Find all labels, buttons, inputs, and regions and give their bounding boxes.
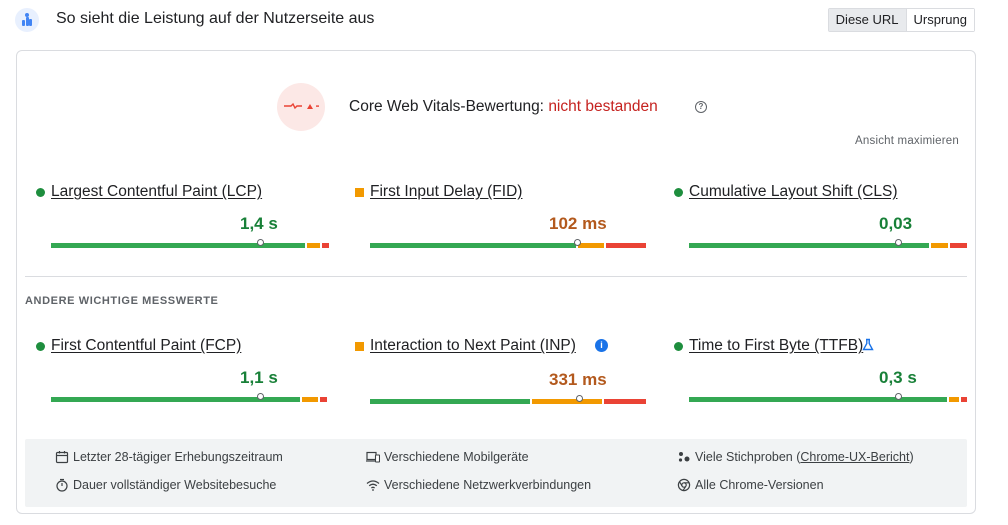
good-indicator-icon [674, 188, 683, 197]
metric-name[interactable]: First Contentful Paint (FCP) [51, 337, 242, 354]
percentile-marker [895, 239, 902, 246]
metric-value: 331 ms [549, 370, 607, 389]
wifi-icon [366, 480, 380, 491]
good-indicator-icon [36, 342, 45, 351]
metric-fid: First Input Delay (FID) 102 ms [352, 183, 646, 263]
percentile-marker [574, 239, 581, 246]
distribution-bar [51, 397, 329, 402]
distribution-bar [689, 397, 967, 402]
metric-name[interactable]: Time to First Byte (TTFB) [689, 337, 864, 354]
url-origin-toggle: Diese URL Ursprung [827, 8, 975, 32]
needs-improvement-indicator-icon [355, 342, 364, 351]
distribution-bar [689, 243, 967, 248]
percentile-marker [895, 393, 902, 400]
section-divider [25, 276, 967, 277]
assessment-label: Core Web Vitals-Bewertung: [349, 98, 544, 115]
metric-name[interactable]: Cumulative Layout Shift (CLS) [689, 183, 898, 200]
expand-view-link[interactable]: Ansicht maximieren [855, 135, 959, 147]
this-url-tab[interactable]: Diese URL [828, 9, 907, 31]
needs-improvement-indicator-icon [355, 188, 364, 197]
metric-name[interactable]: First Input Delay (FID) [370, 183, 523, 200]
metric-fcp: First Contentful Paint (FCP) 1,1 s [33, 337, 327, 417]
percentile-marker [576, 395, 583, 402]
calendar-icon [55, 451, 69, 464]
distribution-bar [51, 243, 329, 248]
metric-cls: Cumulative Layout Shift (CLS) 0,03 [671, 183, 967, 263]
metric-name[interactable]: Largest Contentful Paint (LCP) [51, 183, 263, 200]
data-info-panel: Letzter 28-tägiger Erhebungszeitraum Dau… [25, 439, 967, 507]
report-header: So sieht die Leistung auf der Nutzerseit… [0, 0, 1008, 40]
metric-name[interactable]: Interaction to Next Paint (INP) [370, 337, 576, 354]
assessment-failed-icon [277, 83, 325, 131]
chrome-ux-report-link[interactable]: Chrome-UX-Bericht [800, 450, 910, 464]
devices-icon [366, 451, 380, 463]
distribution-bar [370, 399, 648, 404]
other-metrics-heading: ANDERE WICHTIGE MESSWERTE [25, 295, 219, 307]
metric-value: 102 ms [549, 214, 607, 233]
distribution-bar [370, 243, 648, 248]
assessment-status: nicht bestanden [548, 98, 658, 115]
metric-value: 1,1 s [240, 368, 278, 387]
metric-value: 1,4 s [240, 214, 278, 233]
flask-icon[interactable] [861, 338, 875, 357]
chrome-icon [677, 478, 691, 492]
section-title: So sieht die Leistung auf der Nutzerseit… [56, 10, 375, 27]
help-icon[interactable]: ? [695, 101, 707, 113]
assessment-title: Core Web Vitals-Bewertung: nicht bestand… [349, 98, 658, 116]
percentile-marker [257, 239, 264, 246]
metric-value: 0,03 [879, 214, 913, 233]
field-data-card: Core Web Vitals-Bewertung: nicht bestand… [16, 50, 976, 514]
samples-icon [678, 452, 690, 462]
percentile-marker [257, 393, 264, 400]
good-indicator-icon [36, 188, 45, 197]
metric-ttfb: Time to First Byte (TTFB) 0,3 s [671, 337, 967, 417]
timer-icon [56, 478, 68, 492]
metric-inp: Interaction to Next Paint (INP) i 331 ms [352, 337, 646, 417]
info-icon[interactable]: i [595, 339, 608, 352]
crux-logo-icon [15, 8, 39, 32]
origin-tab[interactable]: Ursprung [906, 9, 974, 31]
good-indicator-icon [674, 342, 683, 351]
metric-lcp: Largest Contentful Paint (LCP) 1,4 s [33, 183, 329, 263]
metric-value: 0,3 s [879, 368, 917, 387]
